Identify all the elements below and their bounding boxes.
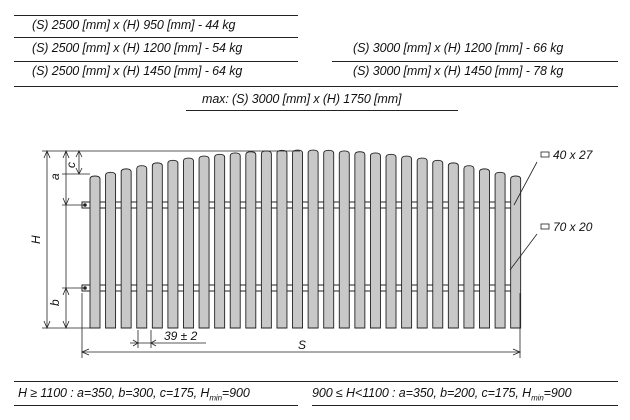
picket <box>494 171 506 329</box>
condition-right-tail: =900 <box>543 386 572 400</box>
s-dimension-label: S <box>298 338 306 352</box>
picket <box>167 159 179 329</box>
spec-row-left-2: (S) 2500 [mm] x (H) 1200 [mm] - 54 kg <box>32 41 243 55</box>
rail-bolt <box>83 203 87 207</box>
h-dimension-label: H <box>29 235 43 244</box>
picket <box>369 152 381 329</box>
picket <box>151 162 163 329</box>
picket <box>510 175 522 329</box>
condition-left: H ≥ 1100 : a=350, b=300, c=175, Hmin=900 <box>18 386 250 403</box>
picket <box>105 171 117 329</box>
rail-profile-icon <box>540 151 550 158</box>
picket <box>136 165 148 329</box>
condition-left-tail: =900 <box>221 386 250 400</box>
h-arrow-bottom <box>43 320 51 330</box>
picket <box>385 153 397 329</box>
c-arrow-bottom <box>75 167 83 175</box>
table-top-rule <box>14 15 298 16</box>
picket-profile-label: 70 x 20 <box>553 220 593 234</box>
picket <box>276 149 288 329</box>
picket <box>416 157 428 329</box>
condition-right-sub: min <box>531 393 544 403</box>
a-arrow-top <box>62 149 70 159</box>
picket <box>401 155 413 329</box>
picket <box>198 155 210 329</box>
picket <box>338 150 350 329</box>
picket <box>307 149 319 329</box>
picket <box>229 152 241 329</box>
picket <box>323 149 335 329</box>
picket <box>432 159 444 329</box>
conditions-rule-left <box>14 405 298 406</box>
spec-row-right-2: (S) 3000 [mm] x (H) 1450 [mm] - 78 kg <box>353 64 564 78</box>
picket <box>214 153 226 329</box>
picket <box>183 157 194 329</box>
picket <box>120 168 132 329</box>
spec-row-right-1: (S) 3000 [mm] x (H) 1200 [mm] - 66 kg <box>353 41 564 55</box>
condition-right-text: 900 ≤ H<1100 : a=350, b=200, c=175, H <box>312 386 532 400</box>
picket <box>260 150 272 329</box>
picket <box>89 175 101 329</box>
table-rule <box>14 37 298 38</box>
conditions-top-rule <box>14 381 618 382</box>
c-dimension-label: c <box>64 162 78 168</box>
picket <box>479 168 490 329</box>
picket <box>463 165 475 329</box>
conditions-rule-right <box>312 405 618 406</box>
spec-row-left-1: (S) 2500 [mm] x (H) 950 [mm] - 44 kg <box>32 18 236 32</box>
gap-arrow-right <box>150 339 157 347</box>
spec-row-left-3: (S) 2500 [mm] x (H) 1450 [mm] - 64 kg <box>32 64 243 78</box>
picket <box>245 151 257 329</box>
condition-left-sub: min <box>209 393 222 403</box>
condition-right: 900 ≤ H<1100 : a=350, b=200, c=175, Hmin… <box>312 386 572 403</box>
table-rule <box>332 61 618 62</box>
b-dimension-label: b <box>48 299 62 306</box>
table-rule <box>186 110 458 111</box>
rail-leader-line <box>513 161 538 206</box>
a-arrow-bottom <box>62 197 70 207</box>
picket <box>292 149 303 329</box>
table-rule <box>14 86 618 87</box>
picket-leader-line <box>509 233 538 271</box>
picket <box>447 162 459 329</box>
picket-profile-icon <box>540 223 550 230</box>
s-arrow-right <box>512 348 522 356</box>
b-arrow-top <box>62 286 70 296</box>
b-arrow-bottom <box>62 320 70 330</box>
table-rule <box>14 61 298 62</box>
picket <box>354 151 366 329</box>
gap-dimension-label: 39 ± 2 <box>164 329 198 343</box>
max-dimension-line: max: (S) 3000 [mm] x (H) 1750 [mm] <box>202 92 402 106</box>
s-arrow-left <box>80 348 90 356</box>
c-arrow-top <box>75 150 83 158</box>
rail-bolt <box>83 286 87 290</box>
a-dimension-label: a <box>48 173 62 180</box>
gap-arrow-left <box>132 339 139 347</box>
rail-profile-label: 40 x 27 <box>553 148 594 162</box>
pickets-group <box>89 149 522 329</box>
condition-left-text: H ≥ 1100 : a=350, b=300, c=175, H <box>18 386 210 400</box>
h-arrow-top <box>43 149 51 159</box>
